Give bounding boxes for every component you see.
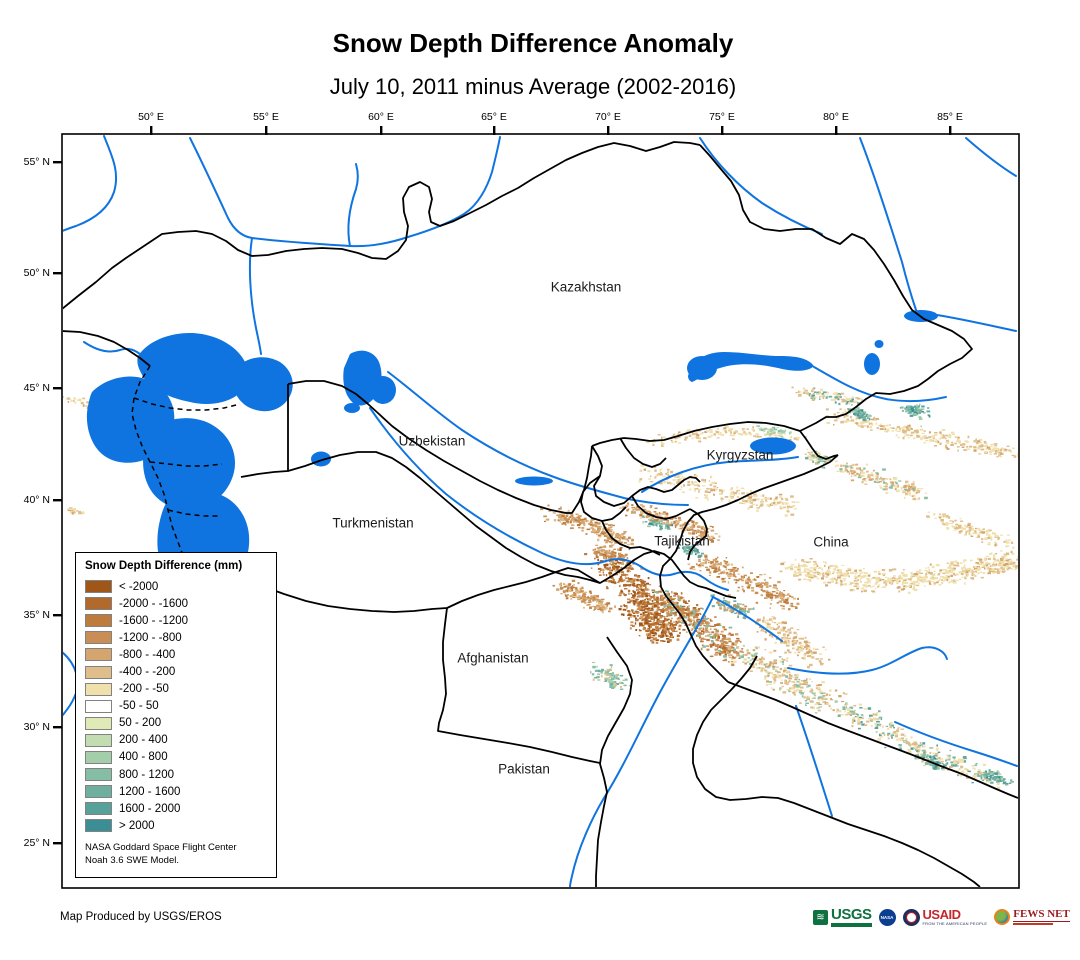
axis-tick-label: 35° N xyxy=(23,609,50,621)
axis-tick-label: 50° E xyxy=(138,111,164,123)
legend-row: -1600 - -1200 xyxy=(85,612,276,629)
snow-anomaly-speckles xyxy=(63,386,1018,790)
legend-swatch xyxy=(85,733,112,747)
axis-tick-label: 85° E xyxy=(937,111,963,123)
legend-label: < -2000 xyxy=(119,580,159,593)
axis-tick-label: 50° N xyxy=(23,267,50,279)
fews-net-logo: FEWS NET xyxy=(994,909,1070,925)
legend-row: -400 - -200 xyxy=(85,663,276,680)
legend-label: -2000 - -1600 xyxy=(119,597,189,610)
legend-label: -1200 - -800 xyxy=(119,631,182,644)
legend-box: Snow Depth Difference (mm) < -2000 -2000 … xyxy=(75,552,277,878)
axis-tick-label: 55° N xyxy=(23,156,50,168)
legend-row: 200 - 400 xyxy=(85,732,276,749)
legend-swatch xyxy=(85,699,112,713)
fews-net-tagline-bar xyxy=(1013,923,1053,925)
axis-tick-label: 40° N xyxy=(23,494,50,506)
usgs-wave-icon: ≋ xyxy=(813,909,828,925)
usgs-logo-text: USGS xyxy=(831,906,872,923)
legend-label: -1600 - -1200 xyxy=(119,614,189,627)
legend-label: > 2000 xyxy=(119,819,155,832)
axis-tick-label: 55° E xyxy=(253,111,279,123)
legend-label: 200 - 400 xyxy=(119,734,168,747)
page-title: Snow Depth Difference Anomaly xyxy=(332,28,734,58)
legend-swatch xyxy=(85,597,112,611)
country-label: Kyrgyzstan xyxy=(706,447,774,463)
nasa-logo: NASA xyxy=(878,908,896,926)
legend-row: 1600 - 2000 xyxy=(85,800,276,817)
legend-label: 1200 - 1600 xyxy=(119,785,181,798)
legend-note-line1: NASA Goddard Space Flight Center xyxy=(85,842,237,854)
legend-label: -200 - -50 xyxy=(119,683,169,696)
axis-tick-label: 30° N xyxy=(23,721,50,733)
legend-swatch xyxy=(85,614,112,628)
legend-row: 400 - 800 xyxy=(85,749,276,766)
nasa-meatball-icon: NASA xyxy=(878,908,896,926)
fews-net-globe-icon xyxy=(994,909,1011,925)
usaid-tagline: FROM THE AMERICAN PEOPLE xyxy=(922,921,988,926)
country-borders xyxy=(63,141,1018,887)
axis-tick-label: 80° E xyxy=(823,111,849,123)
legend-row: 50 - 200 xyxy=(85,715,276,732)
legend-swatch xyxy=(85,716,112,730)
legend-note-line2: Noah 3.6 SWE Model. xyxy=(85,854,179,866)
legend-swatch xyxy=(85,750,112,764)
legend-swatch xyxy=(85,665,112,679)
legend-row: -1200 - -800 xyxy=(85,629,276,646)
map-frame xyxy=(61,133,1020,889)
axis-tick-label: 60° E xyxy=(368,111,394,123)
usgs-logo: ≋ USGS xyxy=(813,907,872,927)
legend-label: -800 - -400 xyxy=(119,648,176,661)
legend-rows: < -2000 -2000 - -1600 -1600 - -1200 -1200 -… xyxy=(85,578,276,834)
legend-swatch xyxy=(85,785,112,799)
country-label: Afghanistan xyxy=(457,650,529,666)
legend-swatch xyxy=(85,580,112,594)
legend-label: -50 - 50 xyxy=(119,700,159,713)
legend-swatch xyxy=(85,648,112,662)
logo-strip: ≋ USGS NASA USAID FROM THE AMERICAN PEOP… xyxy=(813,903,1070,931)
map-credit: Map Produced by USGS/EROS xyxy=(60,911,222,923)
country-label: Pakistan xyxy=(498,761,550,777)
country-label: Turkmenistan xyxy=(332,515,414,531)
legend-label: -400 - -200 xyxy=(119,666,176,679)
legend-swatch xyxy=(85,631,112,645)
country-label: Tajikistan xyxy=(654,533,710,549)
usaid-logo: USAID FROM THE AMERICAN PEOPLE xyxy=(902,907,988,926)
usaid-logo-text: USAID xyxy=(922,907,961,922)
legend-note: NASA Goddard Space Flight Center Noah 3.… xyxy=(85,842,276,867)
legend-swatch xyxy=(85,768,112,782)
axis-tick-label: 75° E xyxy=(709,111,735,123)
rivers xyxy=(63,135,1018,887)
country-label: Kazakhstan xyxy=(550,279,622,295)
usaid-seal-icon xyxy=(902,908,920,926)
axis-tick-label: 70° E xyxy=(595,111,621,123)
usgs-tagline-bar xyxy=(831,923,872,927)
axis-tick-label: 45° N xyxy=(23,382,50,394)
legend-title: Snow Depth Difference (mm) xyxy=(85,560,243,572)
legend-label: 800 - 1200 xyxy=(119,768,174,781)
country-label: Uzbekistan xyxy=(398,433,466,449)
legend-label: 1600 - 2000 xyxy=(119,802,181,815)
legend-row: 1200 - 1600 xyxy=(85,783,276,800)
legend-swatch xyxy=(85,819,112,833)
legend-row: 800 - 1200 xyxy=(85,766,276,783)
legend-row: -2000 - -1600 xyxy=(85,595,276,612)
legend-row: -50 - 50 xyxy=(85,698,276,715)
page-subtitle: July 10, 2011 minus Average (2002-2016) xyxy=(329,74,737,99)
legend-label: 400 - 800 xyxy=(119,751,168,764)
legend-row: -800 - -400 xyxy=(85,646,276,663)
legend-swatch xyxy=(85,802,112,816)
fews-net-logo-text: FEWS NET xyxy=(1013,908,1070,922)
legend-row: < -2000 xyxy=(85,578,276,595)
legend-swatch xyxy=(85,682,112,696)
axis-ticks xyxy=(53,126,952,845)
axis-tick-label: 25° N xyxy=(23,837,50,849)
legend-row: -200 - -50 xyxy=(85,681,276,698)
legend-label: 50 - 200 xyxy=(119,717,162,730)
axis-tick-label: 65° E xyxy=(481,111,507,123)
legend-row: > 2000 xyxy=(85,817,276,834)
country-label: China xyxy=(813,534,849,550)
